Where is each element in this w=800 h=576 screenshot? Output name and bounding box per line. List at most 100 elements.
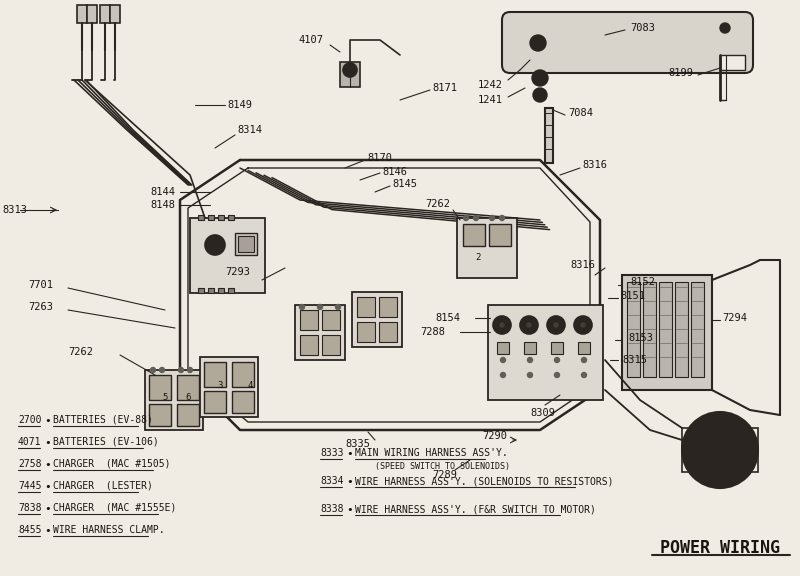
Text: 7445: 7445 bbox=[18, 481, 42, 491]
Bar bbox=[208, 288, 214, 293]
Text: 7294: 7294 bbox=[722, 313, 747, 323]
Bar bbox=[100, 5, 110, 23]
Circle shape bbox=[159, 367, 165, 373]
Circle shape bbox=[497, 320, 507, 330]
Bar bbox=[322, 335, 340, 355]
Bar bbox=[228, 288, 234, 293]
Circle shape bbox=[535, 40, 541, 46]
Circle shape bbox=[537, 92, 543, 98]
Text: •: • bbox=[44, 416, 50, 426]
Bar bbox=[524, 342, 536, 354]
Circle shape bbox=[554, 373, 559, 377]
Circle shape bbox=[343, 63, 357, 77]
Bar bbox=[232, 391, 254, 413]
Bar bbox=[457, 218, 517, 278]
Circle shape bbox=[705, 435, 735, 465]
Bar bbox=[190, 218, 265, 293]
Bar bbox=[300, 335, 318, 355]
Text: 4071: 4071 bbox=[18, 437, 42, 447]
Bar bbox=[149, 375, 171, 400]
Bar bbox=[379, 297, 397, 317]
Circle shape bbox=[682, 412, 758, 488]
Text: 7838: 7838 bbox=[18, 503, 42, 513]
Circle shape bbox=[527, 373, 533, 377]
Circle shape bbox=[530, 35, 546, 51]
Text: 7083: 7083 bbox=[630, 23, 655, 33]
Text: 2: 2 bbox=[475, 253, 480, 263]
Text: 8315: 8315 bbox=[622, 355, 647, 365]
Bar bbox=[322, 310, 340, 330]
Circle shape bbox=[527, 323, 531, 327]
Text: 8171: 8171 bbox=[432, 83, 457, 93]
Text: •: • bbox=[44, 482, 50, 492]
Text: 8154: 8154 bbox=[435, 313, 460, 323]
Text: 4: 4 bbox=[247, 381, 252, 389]
Bar bbox=[720, 55, 745, 70]
Circle shape bbox=[554, 358, 559, 362]
Bar bbox=[300, 310, 318, 330]
Bar bbox=[110, 5, 120, 23]
Bar bbox=[208, 215, 214, 220]
Circle shape bbox=[536, 74, 544, 82]
Text: •: • bbox=[346, 477, 353, 487]
Text: 8170: 8170 bbox=[367, 153, 392, 163]
Text: 8455: 8455 bbox=[18, 525, 42, 535]
Circle shape bbox=[574, 316, 592, 334]
Bar bbox=[659, 282, 672, 377]
Bar bbox=[149, 404, 171, 426]
Bar bbox=[497, 342, 509, 354]
Text: 4107: 4107 bbox=[298, 35, 323, 45]
Text: 7263: 7263 bbox=[28, 302, 53, 312]
Text: 3: 3 bbox=[217, 381, 222, 389]
Bar bbox=[232, 362, 254, 387]
Bar bbox=[627, 282, 640, 377]
Text: 8145: 8145 bbox=[392, 179, 417, 189]
Circle shape bbox=[500, 323, 504, 327]
Text: BATTERIES (EV-88): BATTERIES (EV-88) bbox=[53, 415, 153, 425]
Text: 5: 5 bbox=[162, 393, 167, 403]
Text: 8146: 8146 bbox=[382, 167, 407, 177]
Circle shape bbox=[318, 305, 322, 309]
Circle shape bbox=[335, 305, 341, 309]
Text: 8334: 8334 bbox=[320, 476, 343, 486]
Text: 7288: 7288 bbox=[420, 327, 445, 337]
Circle shape bbox=[581, 323, 585, 327]
Text: 8314: 8314 bbox=[237, 125, 262, 135]
Text: 8335: 8335 bbox=[345, 439, 370, 449]
Bar bbox=[218, 215, 224, 220]
Bar bbox=[551, 342, 563, 354]
Bar bbox=[622, 275, 712, 390]
Bar bbox=[578, 342, 590, 354]
Text: 8148: 8148 bbox=[150, 200, 175, 210]
Text: 8152: 8152 bbox=[630, 277, 655, 287]
Text: 7084: 7084 bbox=[568, 108, 593, 118]
Circle shape bbox=[692, 422, 748, 478]
Bar bbox=[204, 391, 226, 413]
Circle shape bbox=[527, 358, 533, 362]
Circle shape bbox=[532, 70, 548, 86]
Text: 2700: 2700 bbox=[18, 415, 42, 425]
Text: CHARGER  (MAC #1555E): CHARGER (MAC #1555E) bbox=[53, 503, 176, 513]
Bar bbox=[177, 404, 199, 426]
Text: 8309: 8309 bbox=[530, 408, 555, 418]
Circle shape bbox=[501, 373, 506, 377]
Text: 8153: 8153 bbox=[628, 333, 653, 343]
Circle shape bbox=[205, 235, 225, 255]
Bar bbox=[357, 322, 375, 342]
Bar bbox=[352, 292, 402, 347]
Text: •: • bbox=[44, 526, 50, 536]
Circle shape bbox=[720, 23, 730, 33]
Text: 1241: 1241 bbox=[478, 95, 503, 105]
Text: 8151: 8151 bbox=[620, 291, 645, 301]
Circle shape bbox=[150, 367, 155, 373]
Text: 8149: 8149 bbox=[227, 100, 252, 110]
Text: 8333: 8333 bbox=[320, 448, 343, 458]
Text: 7701: 7701 bbox=[28, 280, 53, 290]
Text: WIRE HARNESS CLAMP.: WIRE HARNESS CLAMP. bbox=[53, 525, 165, 535]
Bar bbox=[463, 224, 485, 246]
Text: 8313: 8313 bbox=[2, 205, 27, 215]
Circle shape bbox=[533, 88, 547, 102]
FancyBboxPatch shape bbox=[502, 12, 753, 73]
Text: 8144: 8144 bbox=[150, 187, 175, 197]
Bar bbox=[488, 305, 603, 400]
